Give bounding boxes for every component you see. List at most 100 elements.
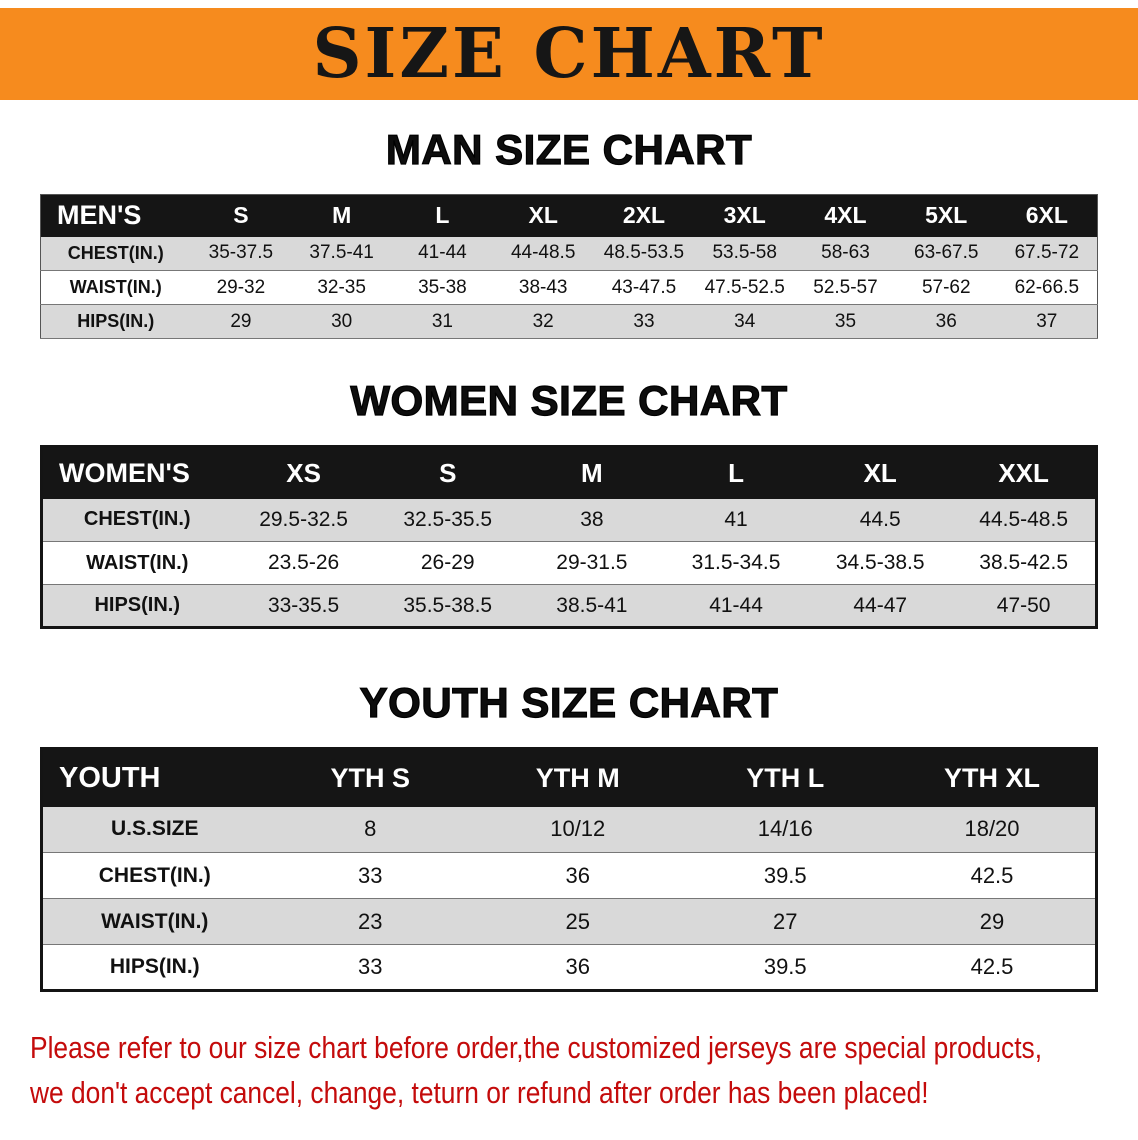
table-header-row: MEN'S S M L XL 2XL 3XL 4XL 5XL 6XL — [40, 194, 1098, 237]
row-label-cell: HIPS(IN.) — [77, 311, 155, 331]
value-cell: 36 — [565, 954, 590, 979]
disclaimer-line-1: Please refer to our size chart before or… — [30, 1030, 1043, 1065]
value-cell: 32-35 — [317, 276, 366, 298]
size-chart-banner: SIZE CHART — [0, 8, 1138, 100]
value-cell: 67.5-72 — [1014, 242, 1080, 264]
value-cell: 36 — [935, 310, 957, 332]
size-header-cell: XL — [808, 446, 953, 499]
value-cell: 25 — [565, 908, 590, 934]
value-cell: 18/20 — [964, 816, 1020, 842]
value-cell: 8 — [364, 816, 377, 842]
size-header-cell: XS — [231, 446, 376, 499]
value-cell: 47.5-52.5 — [704, 276, 785, 298]
value-cell: 37 — [1036, 310, 1058, 332]
size-header-cell: 2XL — [593, 194, 695, 237]
table-title-cell: MEN'S — [40, 194, 191, 237]
women-section-heading: WOMEN SIZE CHART — [350, 376, 788, 424]
value-cell: 34.5-38.5 — [835, 551, 925, 574]
value-cell: 23.5-26 — [267, 551, 340, 574]
value-cell: 33 — [633, 310, 655, 332]
value-cell: 57-62 — [921, 276, 971, 298]
value-cell: 33-35.5 — [267, 593, 340, 617]
value-cell: 29.5-32.5 — [259, 507, 348, 531]
value-cell: 42.5 — [970, 954, 1014, 979]
value-cell: 53.5-58 — [712, 242, 777, 264]
value-cell: 37.5-41 — [309, 242, 374, 264]
value-cell: 44-47 — [853, 593, 908, 617]
value-cell: 63-67.5 — [914, 242, 979, 264]
table-row: CHEST(IN.) 29.5-32.5 32.5-35.5 38 41 44.5 44.5… — [41, 498, 1097, 542]
value-cell: 36 — [565, 862, 590, 888]
value-cell: 14/16 — [757, 816, 813, 842]
value-cell: 39.5 — [763, 862, 807, 888]
women-size-table: WOMEN'S XS S M L XL XXL CHEST(IN.) 29.5-32.5 32.5… — [40, 445, 1098, 629]
value-cell: 38.5-41 — [556, 593, 628, 617]
row-label-cell: CHEST(IN.) — [83, 508, 191, 531]
size-header-cell: YTH L — [681, 748, 889, 807]
value-cell: 42.5 — [970, 862, 1014, 888]
size-header-cell: 4XL — [795, 194, 896, 237]
size-header-cell: 6XL — [996, 194, 1098, 237]
size-header-cell: YTH XL — [889, 748, 1097, 807]
value-cell: 10/12 — [550, 816, 606, 842]
value-cell: 34 — [734, 310, 756, 332]
row-label-cell: HIPS(IN.) — [109, 955, 200, 978]
size-header-cell: 5XL — [895, 194, 997, 237]
row-label-cell: CHEST(IN.) — [98, 863, 211, 887]
size-header-cell: S — [375, 446, 520, 499]
table-title-cell: WOMEN'S — [41, 446, 232, 499]
table-header-row: YOUTH YTH S YTH M YTH L YTH XL — [41, 748, 1097, 807]
value-cell: 31.5-34.5 — [691, 551, 781, 574]
value-cell: 35.5-38.5 — [403, 593, 493, 617]
size-header-cell: XXL — [952, 446, 1097, 499]
size-header-cell: S — [190, 194, 292, 237]
row-label-cell: WAIST(IN.) — [101, 909, 209, 933]
value-cell: 58-63 — [821, 242, 870, 264]
value-cell: 44-48.5 — [510, 242, 576, 264]
value-cell: 38-43 — [518, 276, 568, 298]
row-label-cell: CHEST(IN.) — [67, 242, 164, 263]
row-label-cell: U.S.SIZE — [110, 817, 199, 841]
value-cell: 31 — [431, 310, 453, 332]
table-row: CHEST(IN.) 33 36 39.5 42.5 — [41, 853, 1097, 899]
size-header-cell: L — [663, 446, 809, 499]
table-row: WAIST(IN.) 23.5-26 26-29 29-31.5 31.5-34.5 34… — [41, 542, 1097, 585]
value-cell: 35-37.5 — [208, 242, 274, 264]
row-label-cell: WAIST(IN.) — [86, 551, 189, 574]
value-cell: 44.5-48.5 — [979, 507, 1069, 531]
size-header-cell: M — [519, 446, 664, 499]
value-cell: 44.5 — [859, 507, 901, 531]
table-row: U.S.SIZE 8 10/12 14/16 18/20 — [41, 806, 1097, 853]
value-cell: 30 — [331, 310, 353, 332]
table-header-row: WOMEN'S XS S M L XL XXL — [41, 446, 1097, 499]
table-row: WAIST(IN.) 23 25 27 29 — [41, 898, 1097, 945]
value-cell: 41-44 — [709, 593, 763, 617]
value-cell: 43-47.5 — [611, 276, 677, 298]
row-label-cell: HIPS(IN.) — [94, 594, 181, 616]
table-row: WAIST(IN.) 29-32 32-35 35-38 38-43 43-47.5 47.… — [40, 271, 1098, 305]
value-cell: 41-44 — [418, 242, 467, 264]
size-header-cell: XL — [492, 194, 594, 237]
men-section-heading: MAN SIZE CHART — [385, 125, 753, 173]
table-row: CHEST(IN.) 35-37.5 37.5-41 41-44 44-48.5 48.5… — [40, 236, 1098, 271]
value-cell: 29 — [230, 310, 252, 332]
youth-size-table: YOUTH YTH S YTH M YTH L YTH XL U.S.SIZE 8 10/12… — [40, 747, 1098, 992]
value-cell: 32.5-35.5 — [403, 507, 493, 531]
value-cell: 29-32 — [216, 276, 266, 298]
value-cell: 32 — [532, 310, 554, 332]
value-cell: 38 — [580, 507, 604, 531]
value-cell: 33 — [358, 954, 383, 979]
size-header-cell: YTH M — [474, 748, 682, 807]
value-cell: 29-31.5 — [556, 551, 628, 574]
value-cell: 33 — [358, 862, 383, 888]
size-header-cell: M — [291, 194, 393, 237]
disclaimer-line-2: we don't accept cancel, change, teturn o… — [30, 1074, 929, 1110]
value-cell: 29 — [979, 908, 1005, 934]
value-cell: 52.5-57 — [813, 276, 878, 298]
value-cell: 47-50 — [996, 593, 1051, 617]
size-header-cell: L — [392, 194, 493, 237]
youth-section-heading: YOUTH SIZE CHART — [359, 678, 779, 726]
size-header-cell: 3XL — [694, 194, 796, 237]
value-cell: 35 — [834, 310, 857, 332]
value-cell: 35-38 — [418, 276, 467, 298]
